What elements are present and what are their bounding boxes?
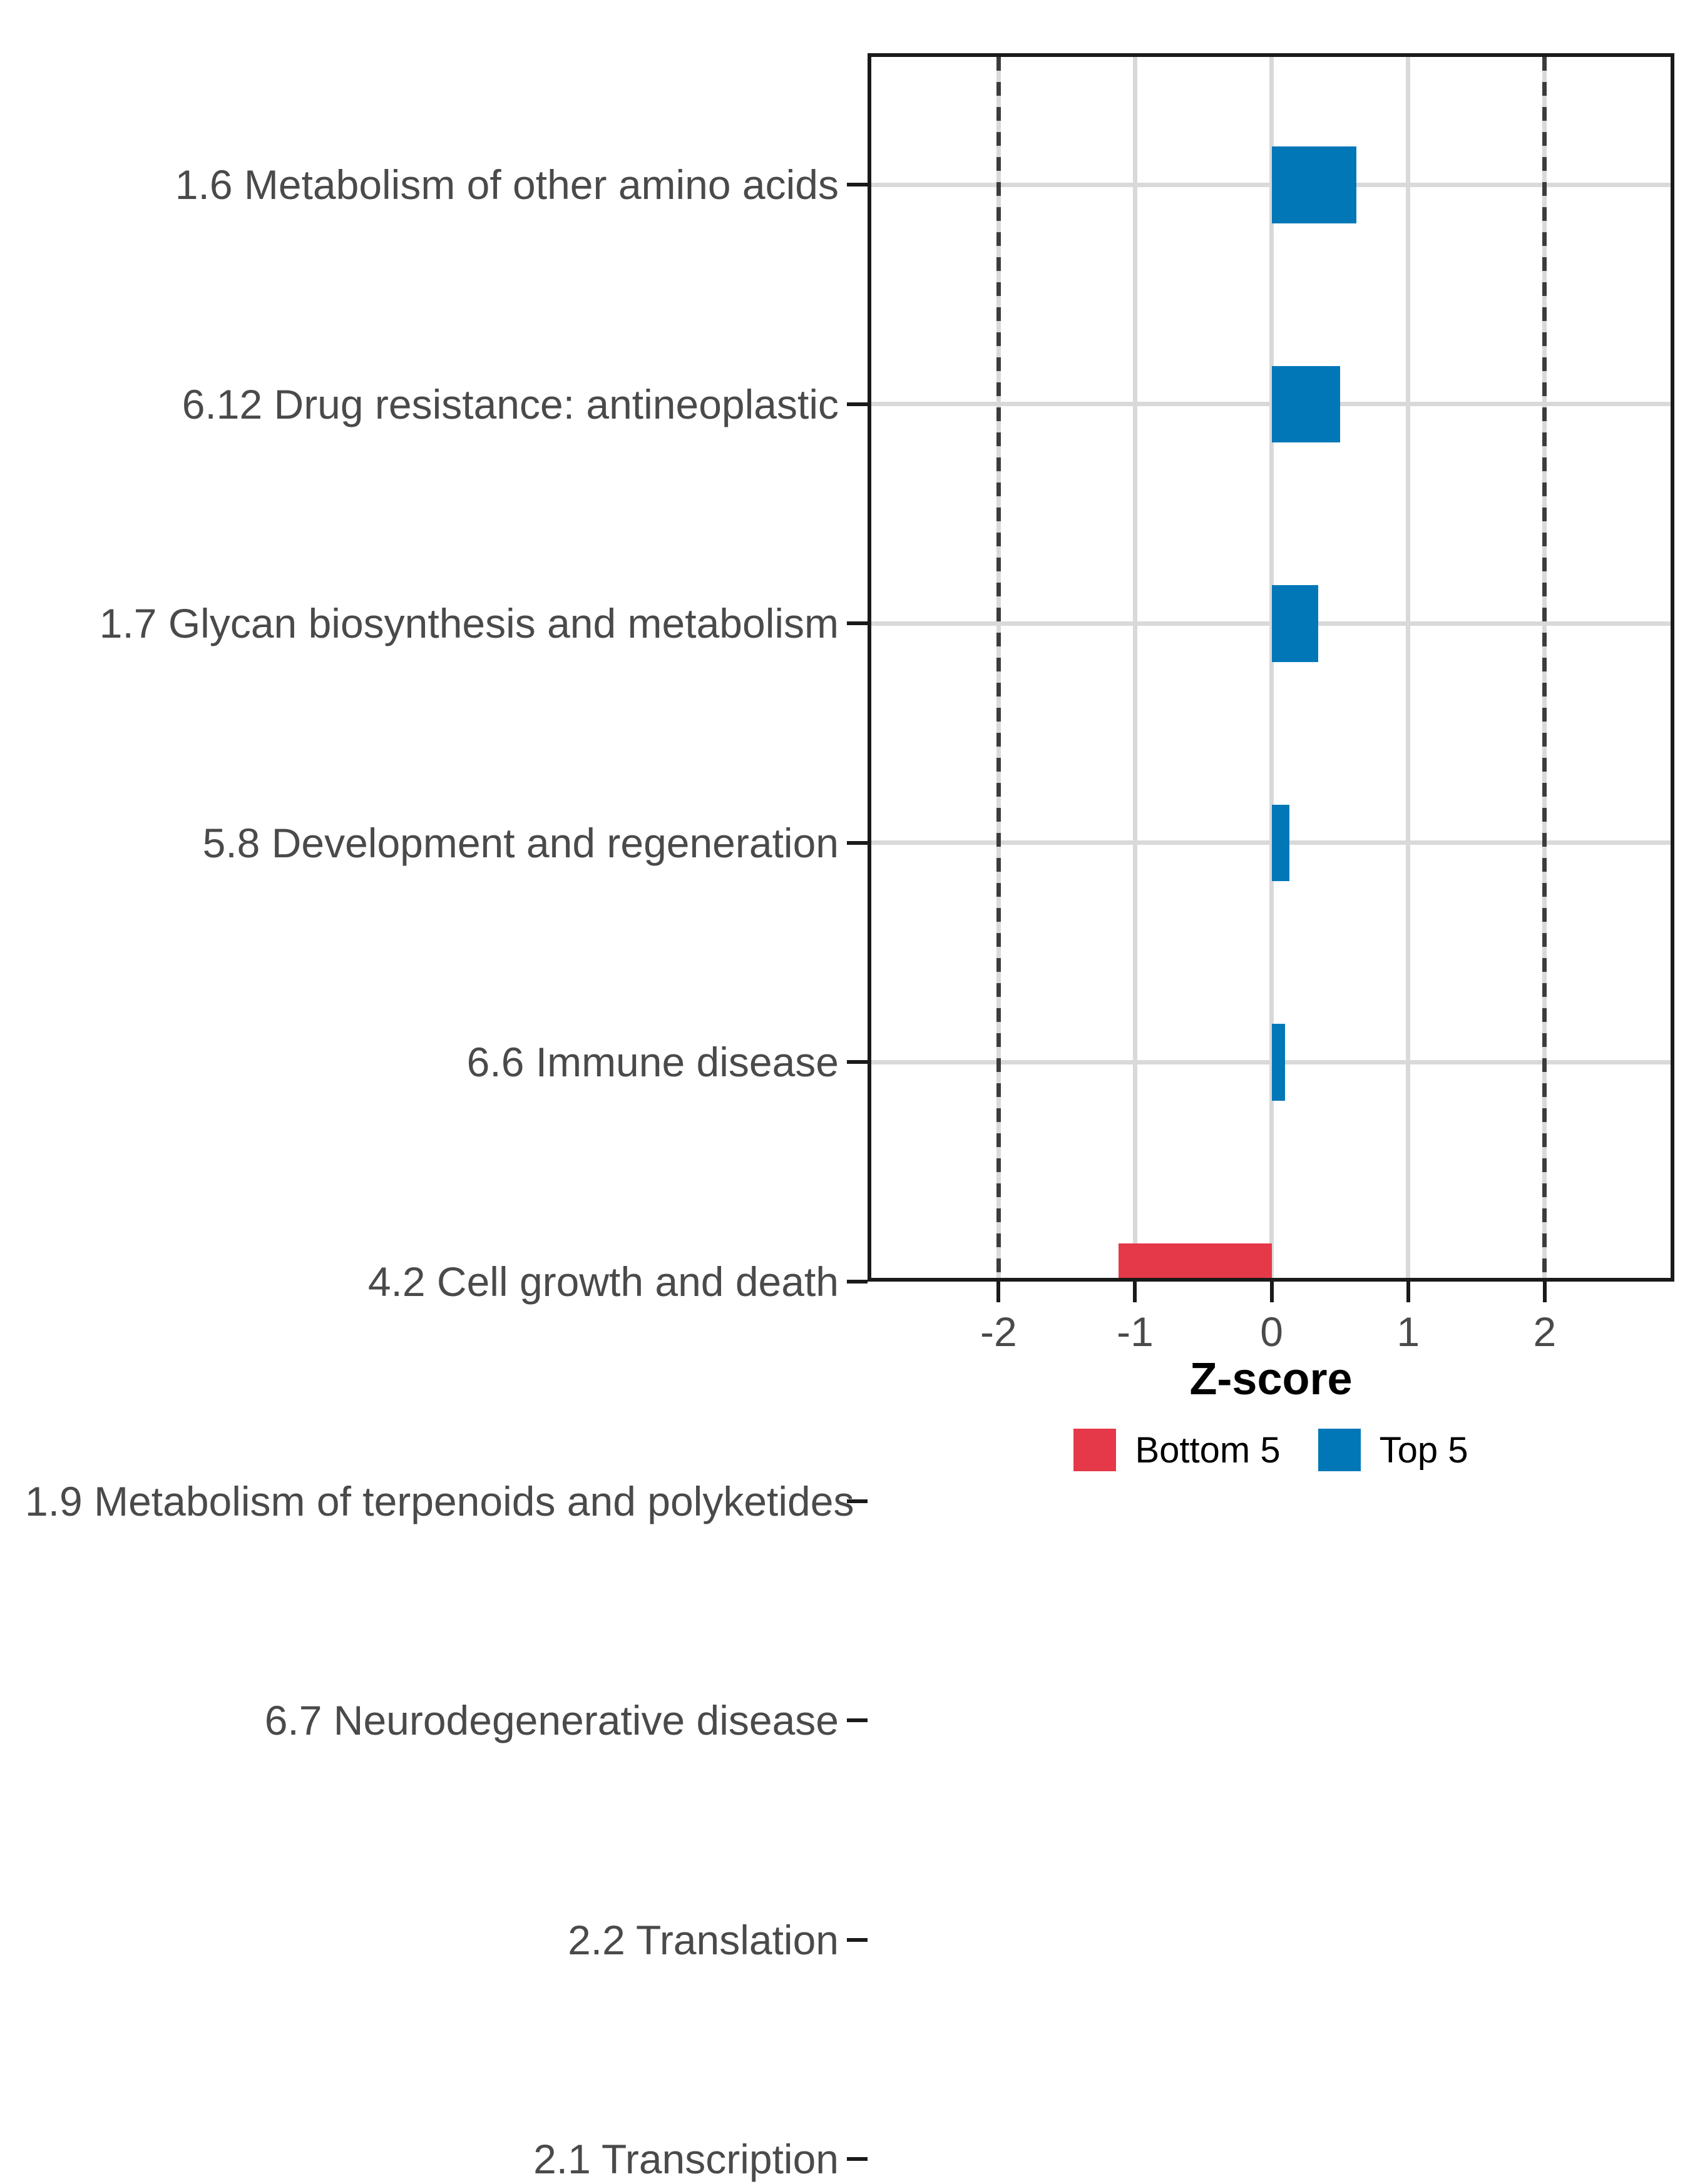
bar-top-5 [1271, 804, 1289, 882]
x-axis-tick [1269, 1282, 1274, 1302]
y-tick-label: 4.2 Cell growth and death [367, 1258, 839, 1305]
y-tick-label: 6.7 Neurodegenerative disease [264, 1697, 839, 1744]
x-gridline [1132, 57, 1137, 1278]
y-axis-tick [847, 1937, 868, 1942]
legend-swatch [1318, 1429, 1361, 1471]
x-tick-label: 1 [1396, 1309, 1420, 1355]
y-axis-tick [847, 1060, 868, 1064]
y-axis-tick [847, 1718, 868, 1723]
y-axis-tick [847, 183, 868, 187]
x-gridline [1406, 57, 1411, 1278]
bar-top-5 [1271, 146, 1356, 223]
x-tick-label: -1 [1117, 1309, 1154, 1355]
x-axis-tick [1542, 1282, 1547, 1302]
bar-top-5 [1271, 365, 1340, 443]
x-tick-label: 2 [1533, 1309, 1557, 1355]
legend-label: Top 5 [1379, 1429, 1468, 1471]
y-gridline [871, 182, 1671, 187]
y-gridline [871, 621, 1671, 626]
reference-line [996, 57, 1001, 1278]
y-axis-tick [847, 1280, 868, 1283]
x-tick-label: -2 [980, 1309, 1017, 1355]
bar-top-5 [1271, 585, 1318, 662]
y-gridline [871, 402, 1671, 407]
y-tick-label: 6.12 Drug resistance: antineoplastic [182, 380, 839, 427]
x-axis-title: Z-score [1189, 1354, 1353, 1404]
y-axis-tick [847, 840, 868, 845]
y-gridline [871, 840, 1671, 845]
y-axis-tick [847, 402, 868, 406]
x-axis-tick [1133, 1282, 1137, 1302]
bar-chart-figure: 1.6 Metabolism of other amino acids 6.12 … [25, 53, 1674, 2182]
y-tick-label: 1.7 Glycan biosynthesis and metabolism [99, 600, 839, 647]
bar-top-5 [1271, 1024, 1286, 1101]
reference-line [1542, 57, 1547, 1278]
legend-item: Bottom 5 [1073, 1429, 1281, 1471]
x-tick-label: 0 [1260, 1309, 1283, 1355]
y-tick-label: 2.1 Transcription [533, 2136, 839, 2183]
bar-bottom-5 [1119, 1243, 1272, 1278]
y-gridline [871, 1059, 1671, 1064]
y-tick-label: 6.6 Immune disease [466, 1039, 839, 1086]
x-axis-tick [1406, 1282, 1410, 1302]
x-axis-tick [996, 1282, 1001, 1302]
y-axis-tick [847, 621, 868, 626]
x-gridline [1269, 57, 1274, 1278]
y-tick-label: 1.9 Metabolism of terpenoids and polyket… [25, 1477, 854, 1524]
legend-item: Top 5 [1318, 1429, 1468, 1471]
y-tick-label: 5.8 Development and regeneration [202, 819, 839, 866]
y-tick-label: 1.6 Metabolism of other amino acids [175, 161, 839, 208]
legend: Bottom 5 Top 5 [868, 1427, 1674, 1472]
legend-label: Bottom 5 [1135, 1429, 1281, 1471]
y-axis-tick [847, 2157, 868, 2161]
y-tick-label: 2.2 Translation [568, 1916, 839, 1963]
legend-swatch [1073, 1429, 1117, 1471]
plot-panel [868, 53, 1674, 1282]
y-axis-tick [847, 1499, 868, 1503]
